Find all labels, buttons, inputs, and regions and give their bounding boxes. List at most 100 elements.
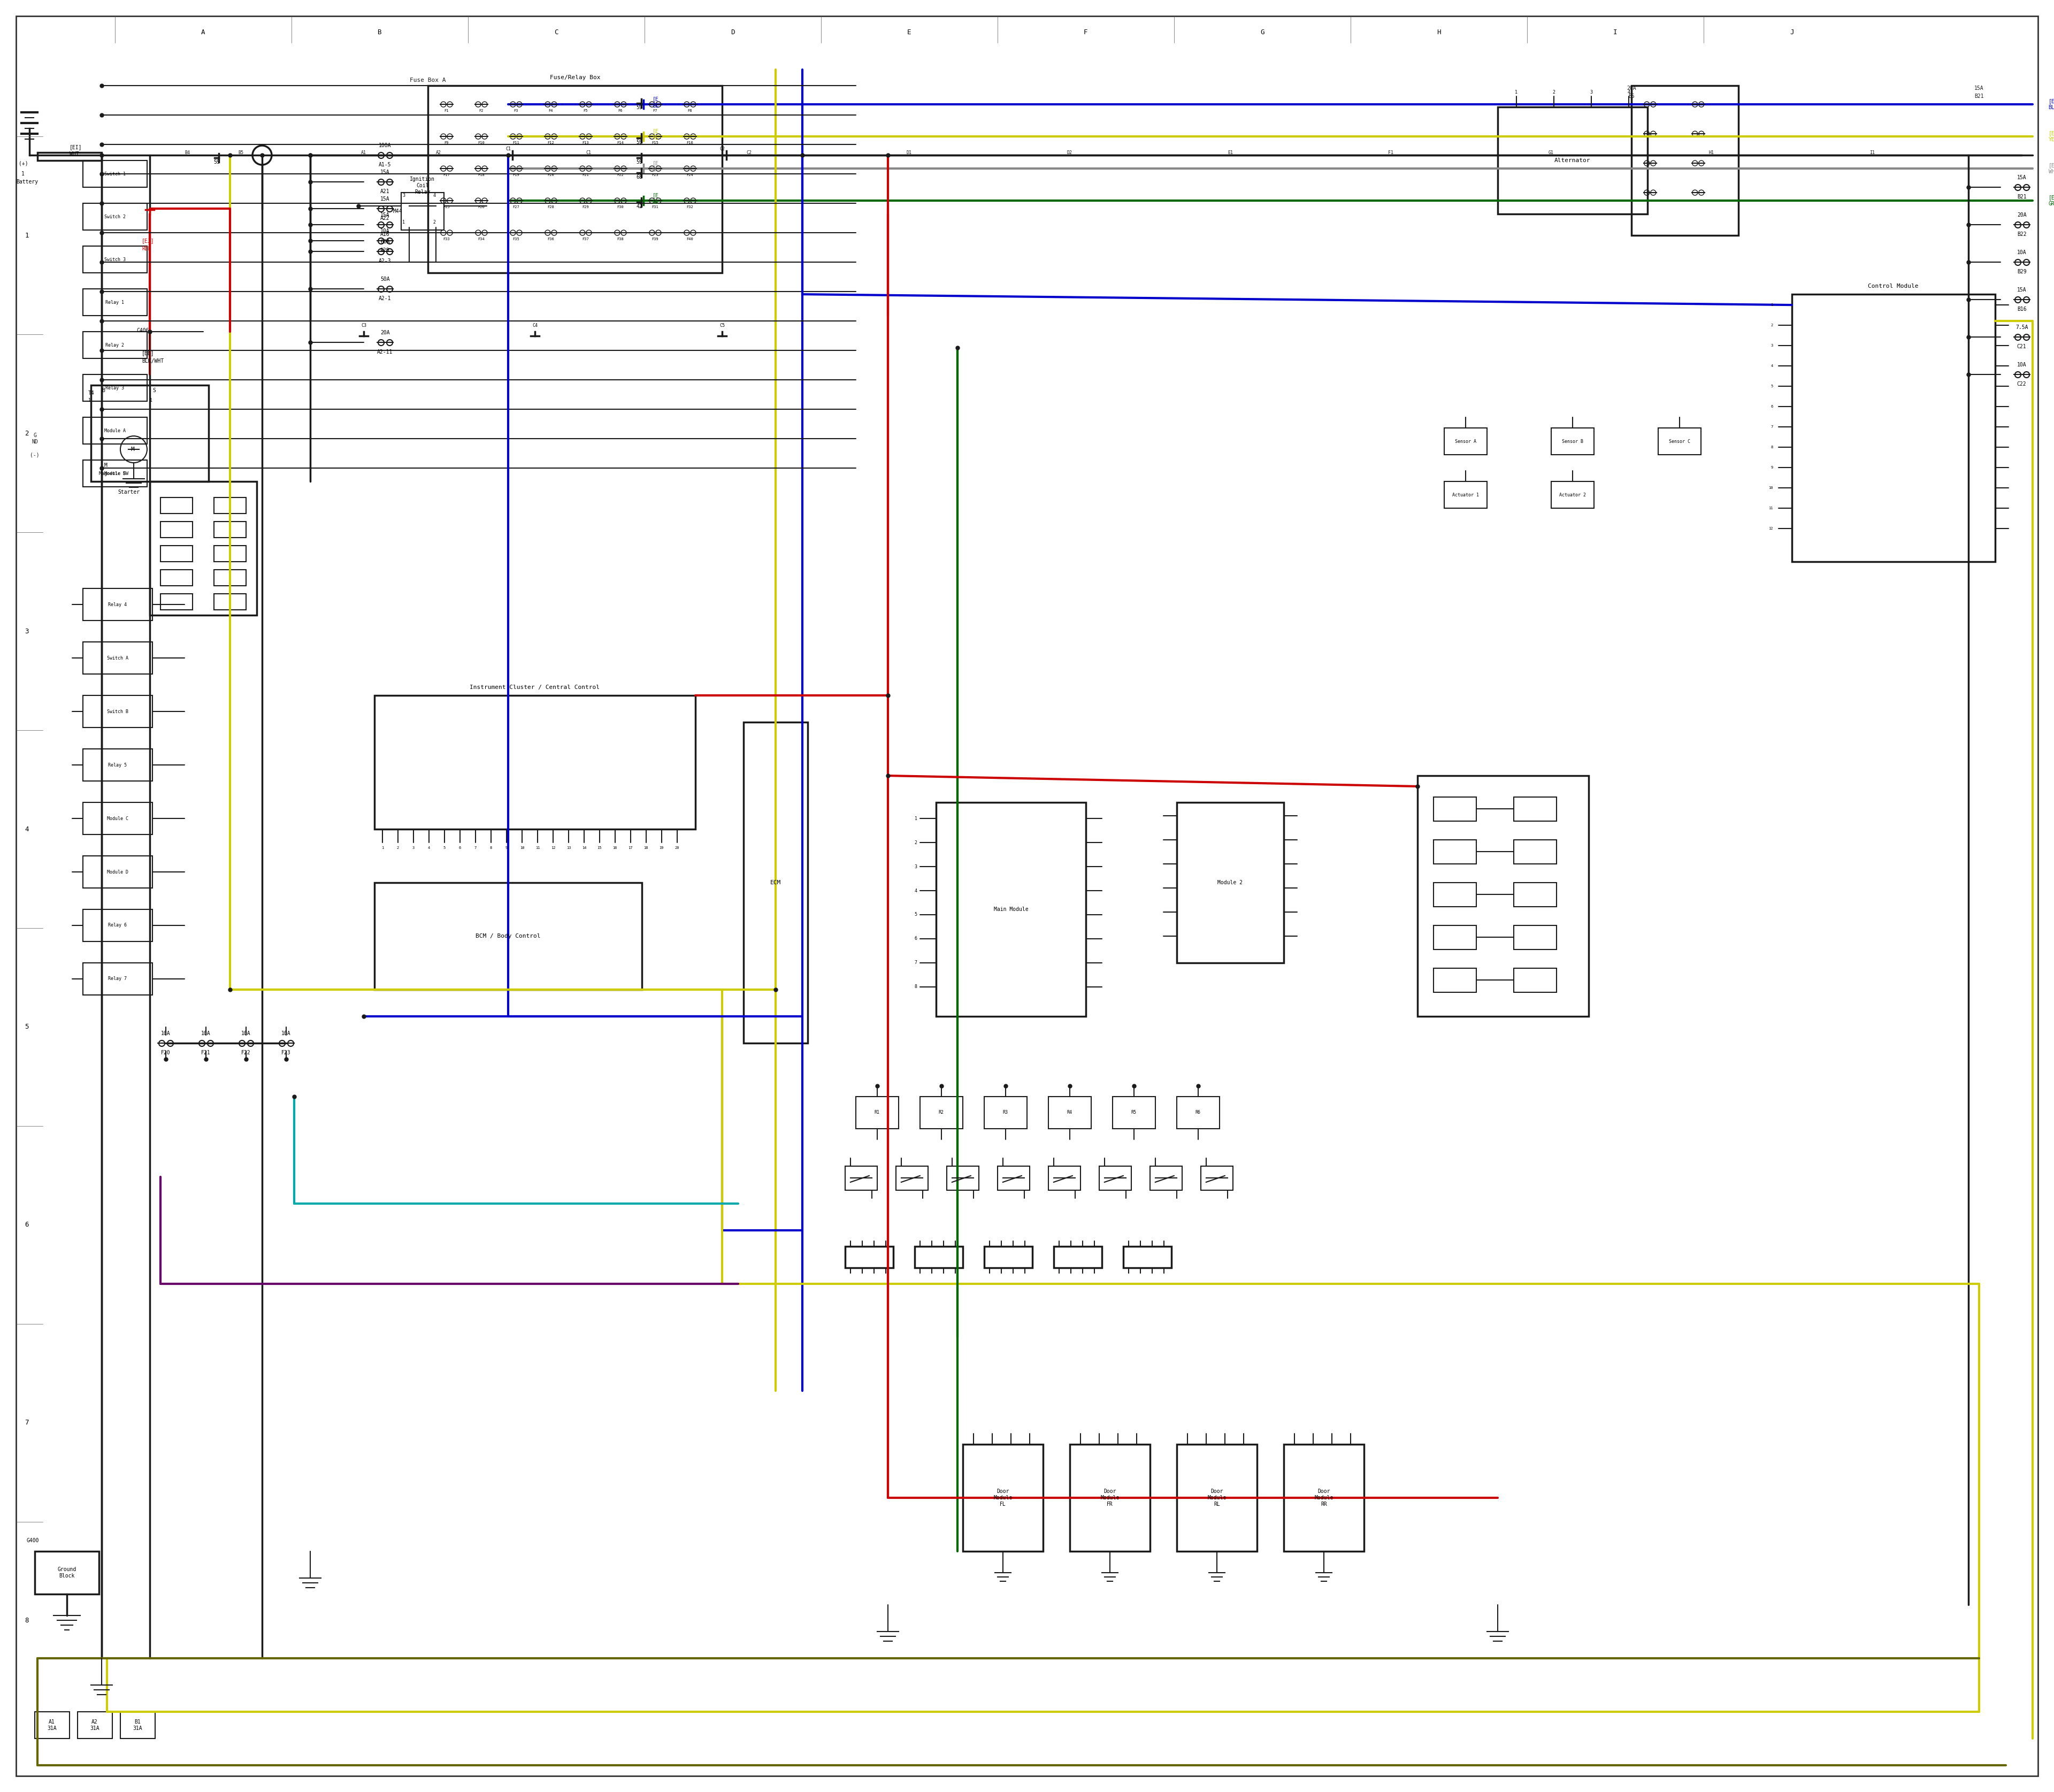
Bar <box>121 1711 156 1738</box>
Text: 3: 3 <box>914 864 918 869</box>
Text: 50A: 50A <box>380 276 390 281</box>
Text: 9: 9 <box>1771 466 1773 470</box>
Bar <box>82 803 152 835</box>
Bar <box>1150 1167 1181 1190</box>
Bar <box>401 192 444 229</box>
Text: GN: GN <box>653 199 659 204</box>
Text: E1: E1 <box>1228 151 1232 154</box>
Text: 10A: 10A <box>2017 362 2027 367</box>
Text: G
ND: G ND <box>31 434 37 444</box>
Bar <box>78 1711 113 1738</box>
Bar <box>427 86 723 272</box>
Bar <box>374 883 641 989</box>
Text: Magnetic SW: Magnetic SW <box>99 471 127 477</box>
Text: [E: [E <box>653 192 659 197</box>
Text: 1: 1 <box>403 220 405 224</box>
Bar <box>160 498 193 514</box>
Text: RED: RED <box>142 246 152 251</box>
Text: I: I <box>1612 29 1616 36</box>
Text: ECM: ECM <box>770 880 781 885</box>
Text: F2: F2 <box>479 109 483 113</box>
Text: R6: R6 <box>1195 1111 1202 1115</box>
Text: A: A <box>201 29 205 36</box>
Text: C1: C1 <box>505 147 511 151</box>
Bar <box>160 570 193 586</box>
Bar <box>857 1097 898 1129</box>
Text: G: G <box>1261 29 1265 36</box>
Text: F21: F21 <box>201 1050 212 1055</box>
Text: [E
BLU: [E BLU <box>2048 99 2054 109</box>
Text: 100A: 100A <box>378 143 392 149</box>
Text: 15A: 15A <box>2017 176 2027 181</box>
Text: G400: G400 <box>27 1538 39 1543</box>
Text: F28: F28 <box>548 206 555 208</box>
Text: 16: 16 <box>612 846 618 849</box>
Text: Ignition: Ignition <box>411 177 435 183</box>
Text: (+): (+) <box>18 161 29 167</box>
Text: Door
Module
FR: Door Module FR <box>1101 1489 1119 1507</box>
Text: A16: A16 <box>380 231 390 237</box>
Text: J: J <box>1789 29 1793 36</box>
Bar <box>82 332 148 358</box>
Bar <box>1124 1247 1171 1267</box>
Bar <box>1434 883 1477 907</box>
Text: F21: F21 <box>581 174 589 177</box>
Text: [E
GRN: [E GRN <box>2048 195 2054 206</box>
Text: 1: 1 <box>914 815 918 821</box>
Text: 4: 4 <box>1771 364 1773 367</box>
Text: 20: 20 <box>676 846 680 849</box>
Text: F6: F6 <box>618 109 622 113</box>
Text: WHT: WHT <box>70 152 78 156</box>
Text: 6: 6 <box>458 846 460 849</box>
Bar <box>1658 428 1701 455</box>
Text: 3: 3 <box>413 846 415 849</box>
Text: F: F <box>1085 29 1089 36</box>
Text: C22: C22 <box>2017 382 2027 387</box>
Text: 10A: 10A <box>281 1030 292 1036</box>
Text: C3: C3 <box>362 323 366 328</box>
Text: 1: 1 <box>25 231 29 238</box>
Text: 5: 5 <box>444 846 446 849</box>
Text: Relay 4: Relay 4 <box>109 602 127 607</box>
Bar <box>1631 86 1738 235</box>
Text: 4: 4 <box>1627 90 1631 95</box>
Text: F26: F26 <box>479 206 485 208</box>
Text: B22: B22 <box>2017 231 2027 237</box>
Bar <box>37 152 101 161</box>
Text: A2
31A: A2 31A <box>90 1719 99 1731</box>
Text: 59: 59 <box>214 159 220 165</box>
Text: 42: 42 <box>637 204 643 210</box>
Text: Switch 1: Switch 1 <box>105 172 125 176</box>
Text: 6: 6 <box>25 1222 29 1229</box>
Text: 19: 19 <box>659 846 663 849</box>
Text: 20A: 20A <box>380 330 390 335</box>
Text: M44: M44 <box>392 208 403 213</box>
Bar <box>82 695 152 728</box>
Text: 20A: 20A <box>1627 86 1635 91</box>
Text: Switch B: Switch B <box>107 710 127 713</box>
Text: F35: F35 <box>514 238 520 240</box>
Text: 8: 8 <box>1771 446 1773 448</box>
Text: 7: 7 <box>474 846 477 849</box>
Text: C1: C1 <box>585 151 592 154</box>
Text: B5: B5 <box>238 151 242 154</box>
Bar <box>82 857 152 889</box>
Bar <box>1070 1444 1150 1552</box>
Text: [EE]: [EE] <box>142 351 154 357</box>
Text: 7.5A: 7.5A <box>2015 324 2027 330</box>
Text: R1: R1 <box>875 1111 879 1115</box>
Text: A1: A1 <box>362 151 366 154</box>
Text: R5: R5 <box>1132 1111 1136 1115</box>
Bar <box>896 1167 928 1190</box>
Text: A1-5: A1-5 <box>378 161 392 167</box>
Text: 2: 2 <box>396 846 398 849</box>
Text: 1: 1 <box>150 398 152 403</box>
Text: 7: 7 <box>1771 425 1773 428</box>
Text: F40: F40 <box>686 238 694 240</box>
Text: 15A: 15A <box>380 213 390 219</box>
Text: F23: F23 <box>281 1050 292 1055</box>
Text: F24: F24 <box>686 174 694 177</box>
Text: F39: F39 <box>651 238 659 240</box>
Text: S: S <box>152 387 156 392</box>
Text: 3: 3 <box>1590 90 1592 95</box>
